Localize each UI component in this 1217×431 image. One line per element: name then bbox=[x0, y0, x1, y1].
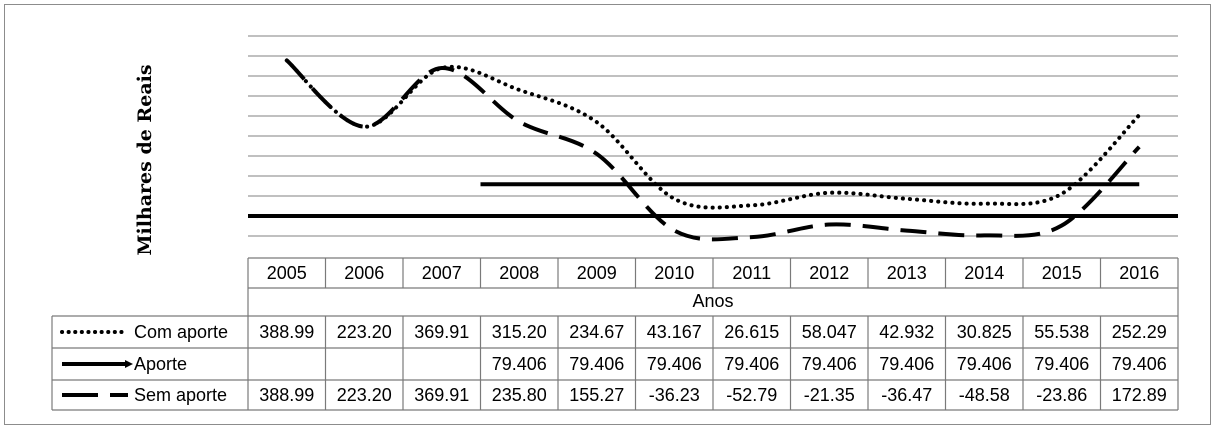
data-label: 235.80 bbox=[492, 385, 547, 405]
data-label: 30.825 bbox=[957, 322, 1012, 342]
x-tick-label: 2006 bbox=[344, 263, 384, 283]
data-label: 223.20 bbox=[337, 322, 392, 342]
data-label: 234.67 bbox=[569, 322, 624, 342]
data-label: 43.167 bbox=[647, 322, 702, 342]
data-label: 155.27 bbox=[569, 385, 624, 405]
x-tick-label: 2009 bbox=[577, 263, 617, 283]
data-label: -21.35 bbox=[804, 385, 855, 405]
x-tick-label: 2016 bbox=[1119, 263, 1159, 283]
x-tick-label: 2007 bbox=[422, 263, 462, 283]
data-label: 172.89 bbox=[1112, 385, 1167, 405]
data-label: 79.406 bbox=[802, 354, 857, 374]
data-label: 315.20 bbox=[492, 322, 547, 342]
legend-label: Aporte bbox=[134, 354, 187, 374]
legend-key-arrow bbox=[125, 360, 133, 368]
data-label: 79.406 bbox=[724, 354, 779, 374]
data-label: 388.99 bbox=[259, 322, 314, 342]
data-label: -36.23 bbox=[649, 385, 700, 405]
x-tick-label: 2015 bbox=[1042, 263, 1082, 283]
x-tick-label: 2005 bbox=[267, 263, 307, 283]
data-label: 79.406 bbox=[569, 354, 624, 374]
data-label: 369.91 bbox=[414, 385, 469, 405]
x-tick-label: 2011 bbox=[732, 263, 771, 283]
data-label: 223.20 bbox=[337, 385, 392, 405]
data-label: 79.406 bbox=[957, 354, 1012, 374]
data-label: 26.615 bbox=[724, 322, 779, 342]
legend-label: Com aporte bbox=[134, 322, 228, 342]
data-label: 79.406 bbox=[1112, 354, 1167, 374]
x-tick-label: 2013 bbox=[887, 263, 927, 283]
data-label: 55.538 bbox=[1034, 322, 1089, 342]
series-line-com-aporte bbox=[284, 58, 1142, 210]
x-axis-label: Anos bbox=[692, 291, 733, 311]
x-tick-label: 2014 bbox=[964, 263, 1004, 283]
data-label: -52.79 bbox=[726, 385, 777, 405]
x-tick-label: 2008 bbox=[499, 263, 539, 283]
data-label: -48.58 bbox=[959, 385, 1010, 405]
data-label: 58.047 bbox=[802, 322, 857, 342]
x-tick-label: 2010 bbox=[654, 263, 694, 283]
data-label: 79.406 bbox=[647, 354, 702, 374]
data-label: -23.86 bbox=[1036, 385, 1087, 405]
data-label: 79.406 bbox=[492, 354, 547, 374]
data-label: 369.91 bbox=[414, 322, 469, 342]
data-label: -36.47 bbox=[881, 385, 932, 405]
data-label: 79.406 bbox=[1034, 354, 1089, 374]
x-tick-label: 2012 bbox=[809, 263, 849, 283]
data-label: 388.99 bbox=[259, 385, 314, 405]
data-label: 42.932 bbox=[879, 322, 934, 342]
data-label: 252.29 bbox=[1112, 322, 1167, 342]
data-label: 79.406 bbox=[879, 354, 934, 374]
series-line-sem-aporte bbox=[285, 58, 1141, 242]
legend-label: Sem aporte bbox=[134, 385, 227, 405]
